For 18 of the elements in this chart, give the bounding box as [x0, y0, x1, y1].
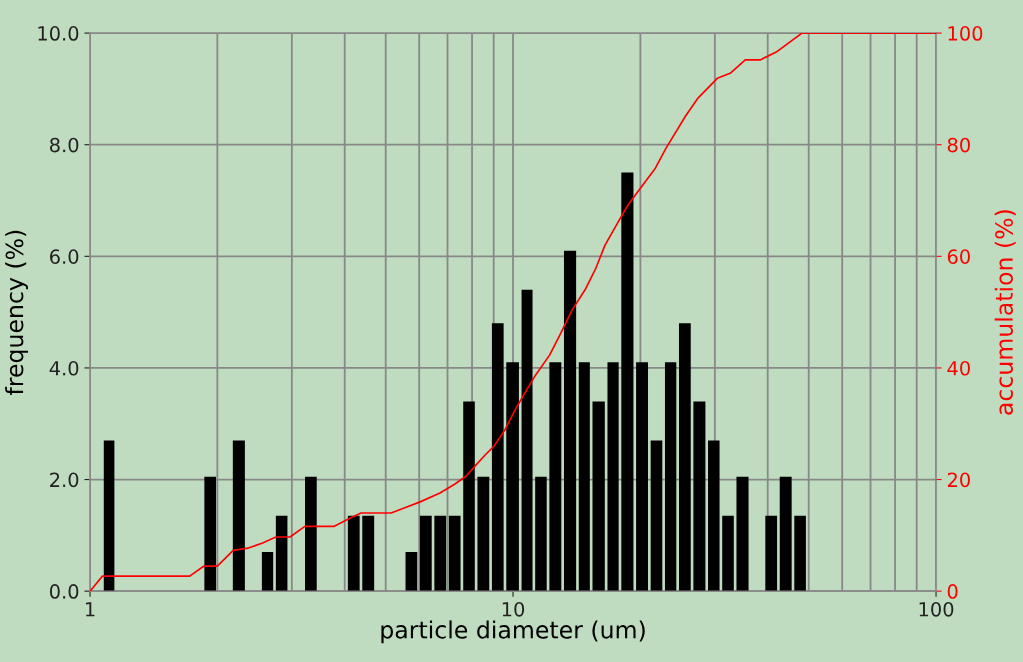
y-tick-label: 8.0 [50, 137, 79, 153]
y-tick-label: 6.0 [50, 249, 79, 264]
x-tick-label: 100 [919, 601, 954, 617]
y-tick-label: 0.0 [49, 584, 79, 599]
x-axis-title: particle diameter (um) [381, 620, 645, 644]
y-tick-label: 4.0 [49, 360, 79, 376]
y2-tick-label: 0 [947, 584, 958, 599]
y2-tick-label: 100 [948, 26, 983, 41]
y2-axis-title: accumulation (%) [994, 210, 1016, 415]
y2-tick-label: 20 [947, 472, 970, 488]
y2-tick-label: 60 [947, 249, 970, 264]
y-tick-label: 10.0 [38, 26, 79, 41]
y2-tick-label: 40 [947, 360, 970, 376]
x-tick-label: 10 [502, 601, 525, 617]
x-tick-label: 1 [85, 602, 95, 617]
y-axis-title: frequency (%) [5, 230, 28, 395]
y2-tick-label: 80 [947, 137, 970, 153]
y-tick-label: 2.0 [50, 472, 79, 488]
